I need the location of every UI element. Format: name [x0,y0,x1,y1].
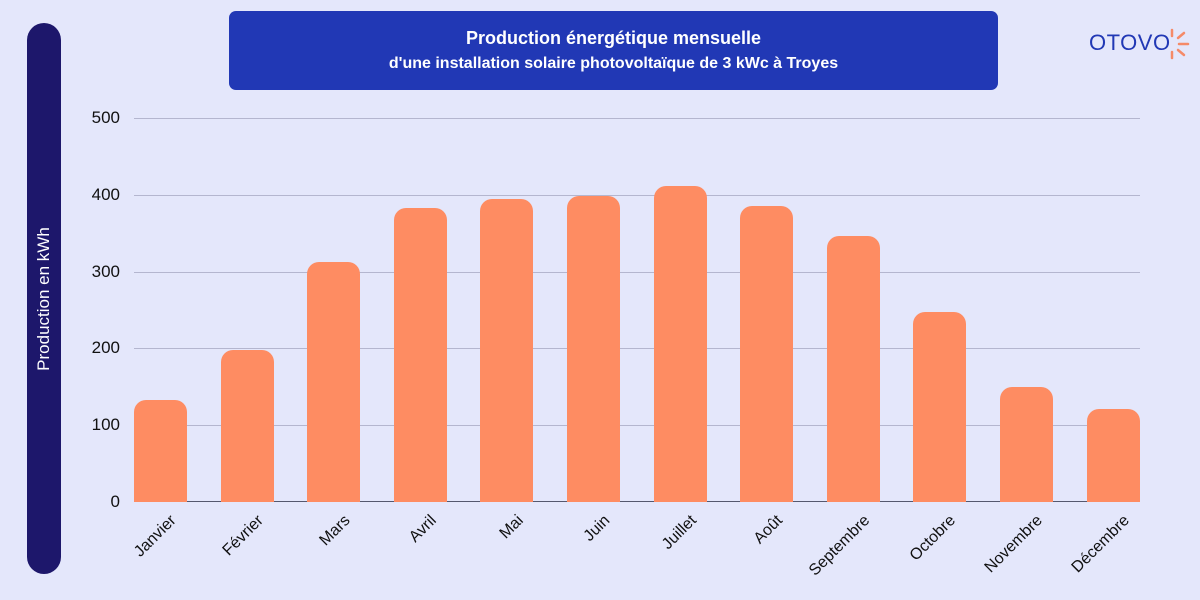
y-tick-label: 200 [91,338,120,358]
sun-icon [1170,28,1190,60]
y-tick-label: 500 [91,108,120,127]
bar-novembre [1000,386,1053,502]
bar-avril [393,207,447,502]
y-axis-label: Production en kWh [34,226,53,371]
bar-août [740,206,794,502]
x-tick-label: Janvier [131,512,181,561]
bar-décembre [1086,409,1140,502]
x-tick-label: Mars [316,512,354,550]
y-axis-label-bar: Production en kWh [27,23,61,574]
x-tick-label: Juin [580,512,614,545]
x-tick-label: Juillet [658,512,700,553]
x-tick-label: Octobre [907,512,960,565]
y-tick-label: 300 [91,261,120,281]
x-tick-label: Novembre [981,512,1047,577]
gridline [134,271,1140,273]
bar-mars [307,261,361,502]
x-axis-line [134,501,1140,502]
bar-septembre [826,235,880,502]
y-tick-label: 400 [91,184,120,204]
y-tick-label: 100 [91,415,120,435]
x-tick-label: Août [750,512,787,548]
bar-juin [567,195,620,502]
chart-title-box: Production énergétique mensuelle d'une i… [229,11,998,90]
bar-janvier [134,399,187,502]
bar-mai [480,198,534,502]
bar-octobre [913,311,967,502]
bar-juillet [653,185,707,502]
x-tick-label: Septembre [805,512,873,580]
gridline [134,425,1140,427]
gridline [134,194,1140,196]
otovo-logo: OTOVO [1089,30,1171,55]
chart-title: Production énergétique mensuelle [465,28,762,48]
bar-février [220,349,274,502]
gridline [134,118,1140,119]
x-tick-label: Février [219,512,267,560]
chart-subtitle: d'une installation solaire photovoltaïqu… [388,55,839,72]
x-tick-label: Avril [406,512,440,546]
x-tick-label: Mai [496,512,527,543]
x-tick-label: Décembre [1068,512,1133,577]
y-tick-label: 0 [110,492,120,511]
plot-area [134,118,1140,502]
gridline [134,348,1140,350]
